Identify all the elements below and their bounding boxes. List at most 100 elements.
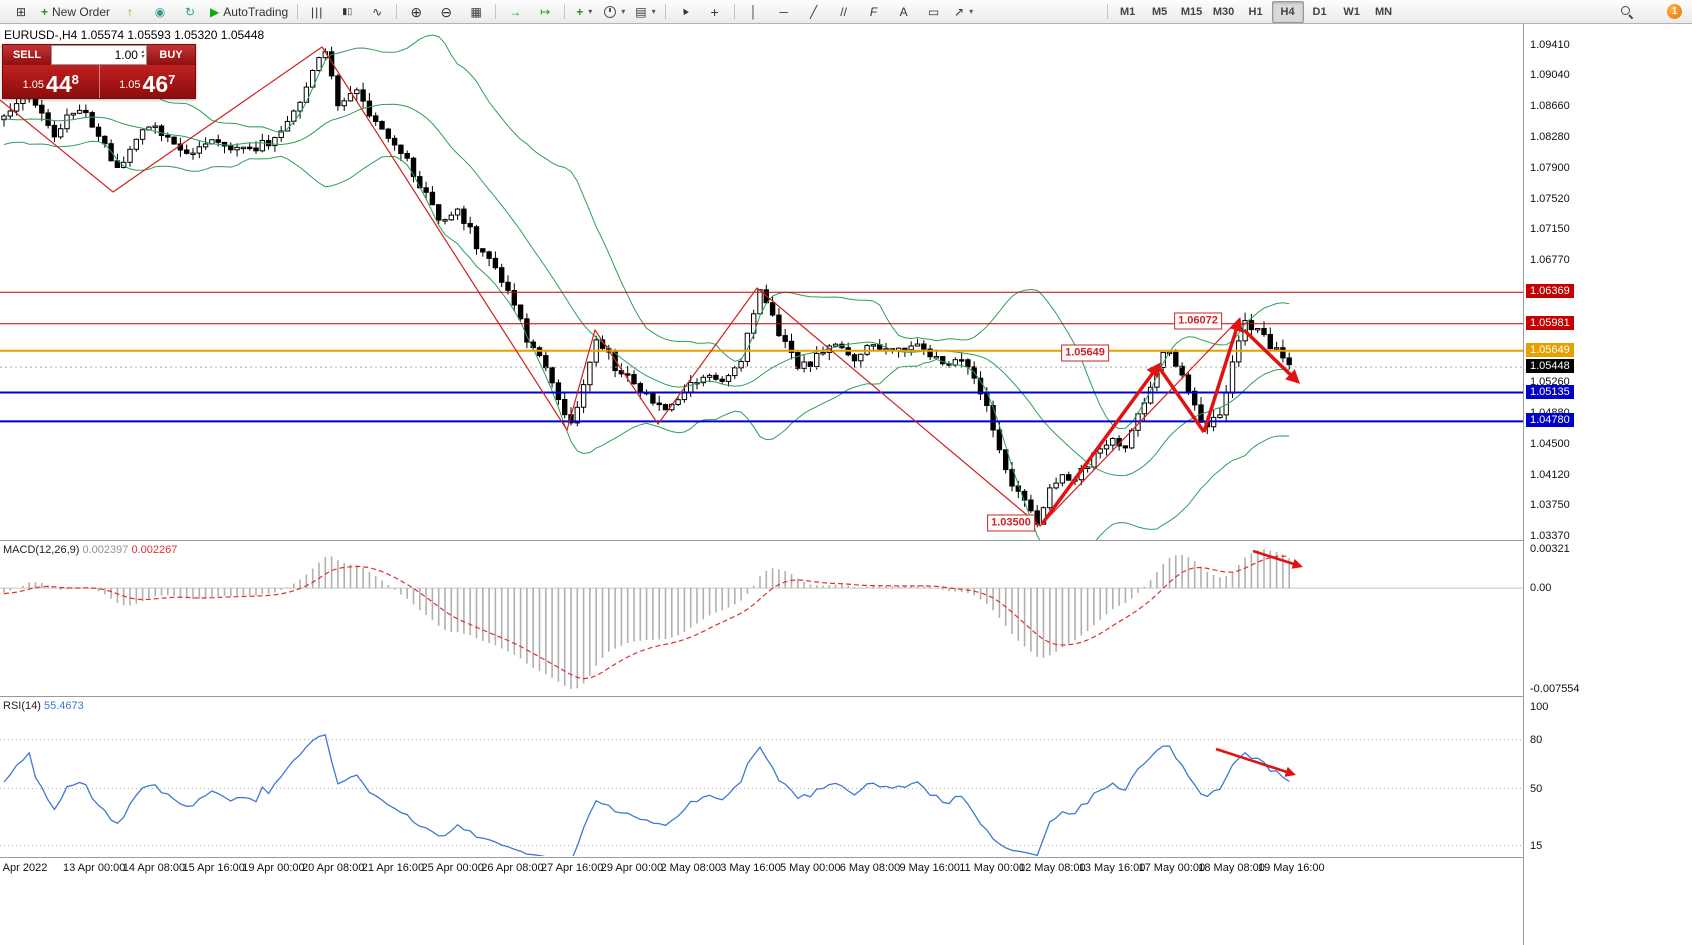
refresh-button[interactable]: ↻ <box>175 1 205 23</box>
timeframe-m30-button[interactable]: M30 <box>1212 5 1235 18</box>
timeframe-d1-button[interactable]: D1 <box>1312 5 1327 18</box>
price-tick: 1.08660 <box>1530 99 1570 112</box>
price-callout[interactable]: 1.05649 <box>1061 344 1109 362</box>
chart-bars-button[interactable]: ||| <box>302 1 332 23</box>
crosshair-button[interactable]: + <box>700 1 730 23</box>
timeframe-h4-button[interactable]: H4 <box>1271 0 1304 23</box>
chart-candles-button[interactable]: ▮▯ <box>332 1 362 23</box>
timeframe-m15-button[interactable]: M15 <box>1180 5 1203 18</box>
timeframe-mn-button[interactable]: MN <box>1375 5 1393 18</box>
notification-badge[interactable]: 1 <box>1667 4 1682 19</box>
sell-price-sup: 8 <box>71 72 79 87</box>
price-line-label: 1.05649 <box>1526 342 1574 357</box>
autotrading-button[interactable]: ▶ AutoTrading <box>205 1 293 23</box>
price-tick: 1.09410 <box>1530 39 1570 51</box>
equidistant-channel-icon: // <box>840 4 847 19</box>
templates-button[interactable]: ▤ ▾ <box>630 1 660 23</box>
new-order-button[interactable]: + New Order <box>36 1 115 23</box>
cursor-button[interactable]: ▲ <box>670 1 700 23</box>
price-line-label: 1.05981 <box>1526 315 1574 330</box>
rsi-label: RSI(14) 55.4673 <box>3 700 84 712</box>
time-tick: 21 Apr 16:00 <box>361 862 425 874</box>
community-button[interactable]: ◉ <box>145 1 175 23</box>
crosshair-icon: + <box>710 3 719 20</box>
main-chart-panel[interactable] <box>0 24 1523 541</box>
price-callout[interactable]: 1.03500 <box>987 514 1035 532</box>
volume-stepper[interactable]: ▴ ▾ <box>140 49 144 60</box>
main-toolbar: ⊞ + New Order ↑ ◉ ↻ ▶ AutoTrading ||| ▮▯… <box>0 0 1692 24</box>
text-label-button[interactable]: ▭ <box>919 1 949 23</box>
chevron-down-icon: ▾ <box>969 7 974 16</box>
vertical-line-button[interactable]: │ <box>739 1 769 23</box>
arrows-button[interactable]: ↗ ▾ <box>949 1 979 23</box>
sell-price[interactable]: 1.05 44 8 <box>3 65 99 98</box>
toolbar-separator <box>733 4 735 19</box>
buy-price[interactable]: 1.05 46 7 <box>100 65 196 98</box>
indicators-icon: + <box>576 4 584 19</box>
equidistant-channel-button[interactable]: // <box>829 1 859 23</box>
zoom-in-button[interactable]: ⊕ <box>401 1 431 23</box>
macd-axis-tick: -0.007554 <box>1530 683 1580 695</box>
toolbar-separator <box>1106 4 1108 19</box>
search-button[interactable] <box>1611 1 1641 23</box>
cursor-icon: ▲ <box>677 4 692 19</box>
publish-button[interactable]: ↑ <box>115 1 145 23</box>
price-tick: 1.04120 <box>1530 469 1570 482</box>
time-tick: 26 Apr 08:00 <box>481 862 544 874</box>
volume-value: 1.00 <box>114 48 138 62</box>
indicators-button[interactable]: + ▾ <box>569 1 599 23</box>
periods-button[interactable]: ▾ <box>599 1 630 23</box>
tile-windows-icon: ▦ <box>470 4 482 19</box>
publish-icon: ↑ <box>127 4 134 19</box>
toolbar-separator <box>495 4 497 19</box>
buy-price-prefix: 1.05 <box>119 79 141 91</box>
price-tick: 1.07900 <box>1530 161 1570 174</box>
timeframe-h1-button[interactable]: H1 <box>1248 5 1263 18</box>
fibonacci-button[interactable]: F <box>859 1 889 23</box>
time-tick: 9 May 16:00 <box>899 862 961 874</box>
new-chart-button[interactable]: ⊞ <box>6 1 36 23</box>
search-icon <box>1620 5 1633 18</box>
chart-line-icon: ∿ <box>372 4 383 19</box>
time-tick: 19 May 16:00 <box>1258 862 1325 874</box>
time-tick: 17 May 00:00 <box>1138 862 1206 874</box>
price-axis[interactable]: 1.09410 1.09040 1.08660 1.08280 1.07900 1.075… <box>1523 24 1692 945</box>
timeframe-w1-button[interactable]: W1 <box>1343 5 1360 18</box>
trendline-icon: ╱ <box>809 4 818 19</box>
chart-ohlc-header: EURUSD-,H4 1.05574 1.05593 1.05320 1.054… <box>4 28 265 42</box>
tile-windows-button[interactable]: ▦ <box>461 1 491 23</box>
price-callout[interactable]: 1.06072 <box>1174 312 1222 330</box>
timeframe-m1-button[interactable]: M1 <box>1119 5 1136 18</box>
zoom-out-button[interactable]: ⊖ <box>431 1 461 23</box>
toolbar-separator <box>664 4 666 19</box>
community-icon: ◉ <box>154 4 166 19</box>
horizontal-line-button[interactable]: ─ <box>769 1 799 23</box>
text-label-icon: ▭ <box>927 4 940 19</box>
rsi-panel[interactable] <box>0 697 1523 858</box>
time-tick: 2 May 08:00 <box>660 862 722 874</box>
price-tick: 1.08280 <box>1530 130 1570 143</box>
chart-candles-icon: ▮▯ <box>342 6 353 16</box>
time-tick: 15 Apr 16:00 <box>182 862 245 874</box>
toolbar-separator <box>564 4 566 19</box>
one-click-trading-panel: SELL 1.00 ▴ ▾ BUY 1.05 44 8 1.05 46 7 <box>2 44 196 99</box>
chart-shift-button[interactable]: ↦ <box>530 1 560 23</box>
templates-icon: ▤ <box>635 4 647 19</box>
sell-button[interactable]: SELL <box>3 45 51 65</box>
toolbar-separator <box>297 4 299 19</box>
buy-button[interactable]: BUY <box>147 45 195 65</box>
chevron-down-icon: ▾ <box>588 7 593 16</box>
volume-input[interactable]: 1.00 ▴ ▾ <box>51 45 147 65</box>
rsi-axis-tick: 15 <box>1530 839 1543 852</box>
chart-line-button[interactable]: ∿ <box>362 1 392 23</box>
auto-scroll-button[interactable]: → <box>500 1 530 23</box>
text-button[interactable]: A <box>889 1 919 23</box>
timeframe-m5-button[interactable]: M5 <box>1151 5 1168 18</box>
trendline-button[interactable]: ╱ <box>799 1 829 23</box>
spin-down-icon[interactable]: ▾ <box>140 54 144 60</box>
time-tick: 12 Apr 2022 <box>0 862 48 874</box>
macd-panel[interactable] <box>0 541 1523 697</box>
time-tick: 11 May 00:00 <box>959 862 1026 874</box>
time-tick: 13 May 16:00 <box>1078 862 1146 874</box>
